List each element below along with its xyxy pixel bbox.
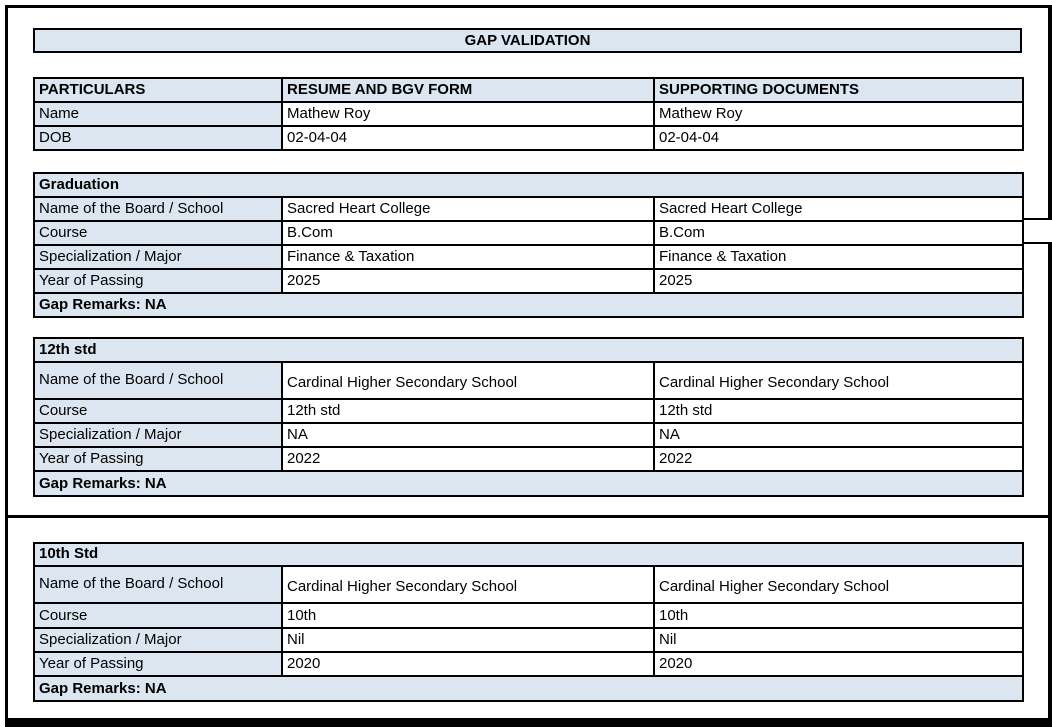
- section-header-row: Graduation: [32, 172, 1025, 198]
- section-title-10th-std: 10th Std: [33, 542, 1024, 567]
- dob-supporting-value: 02-04-04: [653, 125, 1024, 151]
- row-label-course: Course: [33, 220, 283, 246]
- page-border: [5, 5, 1052, 727]
- document-title: GAP VALIDATION: [33, 28, 1022, 53]
- course-supporting-value: B.Com: [652, 220, 1025, 246]
- stray-gridline-top: [1022, 218, 1052, 220]
- table-row: Course 12th std 12th std: [33, 398, 1025, 424]
- particulars-table: PARTICULARS RESUME AND BGV FORM SUPPORTI…: [33, 77, 1024, 151]
- year-supporting-value: 2025: [652, 268, 1025, 294]
- year-resume-value: 2025: [281, 268, 655, 294]
- row-label-board-school: Name of the Board / School: [33, 565, 283, 604]
- section-header-row: 12th std: [32, 337, 1025, 363]
- board-resume-value: Cardinal Higher Secondary School: [281, 565, 655, 604]
- specialization-supporting-value: Nil: [653, 627, 1024, 653]
- row-label-year-of-passing: Year of Passing: [33, 651, 283, 677]
- course-resume-value: 10th: [281, 602, 655, 629]
- specialization-supporting-value: Finance & Taxation: [652, 244, 1025, 270]
- table-row: Year of Passing 2020 2020: [33, 651, 1024, 677]
- gap-remarks-graduation: Gap Remarks: NA: [32, 292, 1025, 318]
- row-label-year-of-passing: Year of Passing: [33, 446, 283, 472]
- name-resume-value: Mathew Roy: [281, 101, 655, 127]
- board-supporting-value: Sacred Heart College: [652, 196, 1025, 222]
- gap-remarks-12th-std: Gap Remarks: NA: [32, 470, 1025, 497]
- table-row: Specialization / Major NA NA: [33, 422, 1025, 448]
- specialization-supporting-value: NA: [652, 422, 1025, 448]
- page-divider-line: [5, 515, 1052, 518]
- stray-gridline-bottom: [1022, 242, 1052, 244]
- section-title-graduation: Graduation: [32, 172, 1025, 198]
- table-row: Name of the Board / School Cardinal High…: [33, 565, 1024, 604]
- year-resume-value: 2020: [281, 651, 655, 677]
- board-resume-value: Sacred Heart College: [281, 196, 655, 222]
- row-label-specialization: Specialization / Major: [33, 627, 283, 653]
- row-label-specialization: Specialization / Major: [33, 422, 283, 448]
- board-supporting-value: Cardinal Higher Secondary School: [653, 565, 1024, 604]
- table-row: Name of the Board / School Cardinal High…: [33, 361, 1025, 400]
- column-header-supporting-docs: SUPPORTING DOCUMENTS: [653, 77, 1024, 103]
- border-gap-mask: [1044, 220, 1052, 242]
- year-resume-value: 2022: [281, 446, 655, 472]
- table-row: Year of Passing 2022 2022: [33, 446, 1025, 472]
- table-row: Year of Passing 2025 2025: [33, 268, 1025, 294]
- specialization-resume-value: Finance & Taxation: [281, 244, 655, 270]
- course-supporting-value: 12th std: [652, 398, 1025, 424]
- row-label-year-of-passing: Year of Passing: [33, 268, 283, 294]
- table-row: Name Mathew Roy Mathew Roy: [33, 101, 1024, 127]
- tenth-std-table: 10th Std Name of the Board / School Card…: [33, 542, 1024, 702]
- course-resume-value: B.Com: [281, 220, 655, 246]
- row-label-course: Course: [33, 602, 283, 629]
- row-label-board-school: Name of the Board / School: [33, 361, 283, 400]
- table-row: Course B.Com B.Com: [33, 220, 1025, 246]
- table-row: Specialization / Major Finance & Taxatio…: [33, 244, 1025, 270]
- board-resume-value: Cardinal Higher Secondary School: [281, 361, 655, 400]
- gap-remarks-row: Gap Remarks: NA: [32, 292, 1025, 318]
- column-header-resume-bgv: RESUME AND BGV FORM: [281, 77, 655, 103]
- table-row: Course 10th 10th: [33, 602, 1024, 629]
- gap-remarks-10th-std: Gap Remarks: NA: [33, 675, 1024, 702]
- specialization-resume-value: Nil: [281, 627, 655, 653]
- twelfth-std-table: 12th std Name of the Board / School Card…: [32, 337, 1025, 497]
- course-resume-value: 12th std: [281, 398, 655, 424]
- row-label-dob: DOB: [33, 125, 283, 151]
- course-supporting-value: 10th: [653, 602, 1024, 629]
- table-row: Name of the Board / School Sacred Heart …: [33, 196, 1025, 222]
- graduation-table: Graduation Name of the Board / School Sa…: [32, 172, 1025, 318]
- specialization-resume-value: NA: [281, 422, 655, 448]
- table-row: Specialization / Major Nil Nil: [33, 627, 1024, 653]
- name-supporting-value: Mathew Roy: [653, 101, 1024, 127]
- year-supporting-value: 2022: [652, 446, 1025, 472]
- particulars-header-row: PARTICULARS RESUME AND BGV FORM SUPPORTI…: [33, 77, 1024, 103]
- row-label-board-school: Name of the Board / School: [33, 196, 283, 222]
- board-supporting-value: Cardinal Higher Secondary School: [652, 361, 1025, 400]
- section-header-row: 10th Std: [33, 542, 1024, 567]
- section-title-12th-std: 12th std: [32, 337, 1025, 363]
- row-label-course: Course: [33, 398, 283, 424]
- gap-remarks-row: Gap Remarks: NA: [32, 470, 1025, 497]
- dob-resume-value: 02-04-04: [281, 125, 655, 151]
- row-label-specialization: Specialization / Major: [33, 244, 283, 270]
- column-header-particulars: PARTICULARS: [33, 77, 283, 103]
- gap-remarks-row: Gap Remarks: NA: [33, 675, 1024, 702]
- table-row: DOB 02-04-04 02-04-04: [33, 125, 1024, 151]
- year-supporting-value: 2020: [653, 651, 1024, 677]
- row-label-name: Name: [33, 101, 283, 127]
